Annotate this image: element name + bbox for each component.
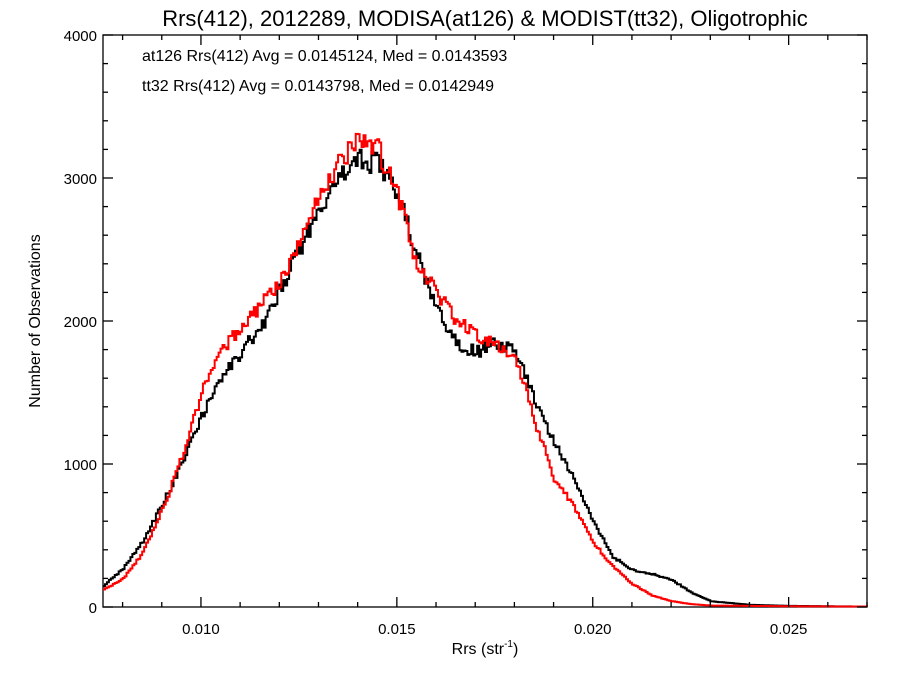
- y-axis-label: Number of Observations: [27, 234, 44, 407]
- x-axis-label-close: ): [513, 641, 518, 658]
- y-tick-labels: 0 1000 2000 3000 4000: [64, 28, 97, 617]
- series-line-1: [103, 148, 868, 608]
- y-tick-label: 4000: [64, 28, 97, 45]
- y-tick-label: 3000: [64, 171, 97, 188]
- x-tick-label: 0.010: [182, 621, 220, 638]
- series-line-2: [103, 132, 868, 608]
- x-axis-label: Rrs (str-1): [452, 639, 519, 658]
- series-curves: [103, 132, 868, 608]
- x-tick-label: 0.015: [378, 621, 416, 638]
- legend-entry-2: tt32 Rrs(412) Avg = 0.0143798, Med = 0.0…: [142, 78, 494, 95]
- legend: at126 Rrs(412) Avg = 0.0145124, Med = 0.…: [142, 48, 507, 95]
- plot-frame: [102, 34, 868, 608]
- x-tick-labels: 0.010 0.015 0.020 0.025: [182, 621, 807, 638]
- x-tick-label: 0.025: [770, 621, 808, 638]
- y-tick-label: 0: [89, 600, 97, 617]
- axis-ticks: [103, 34, 868, 608]
- x-axis-label-superscript: -1: [504, 639, 513, 650]
- chart-title: Rrs(412), 2012289, MODISA(at126) & MODIS…: [162, 6, 808, 31]
- plot-area: [102, 34, 868, 608]
- legend-entry-1: at126 Rrs(412) Avg = 0.0145124, Med = 0.…: [142, 48, 507, 65]
- y-tick-label: 2000: [64, 314, 97, 331]
- x-tick-label: 0.020: [574, 621, 612, 638]
- y-tick-label: 1000: [64, 457, 97, 474]
